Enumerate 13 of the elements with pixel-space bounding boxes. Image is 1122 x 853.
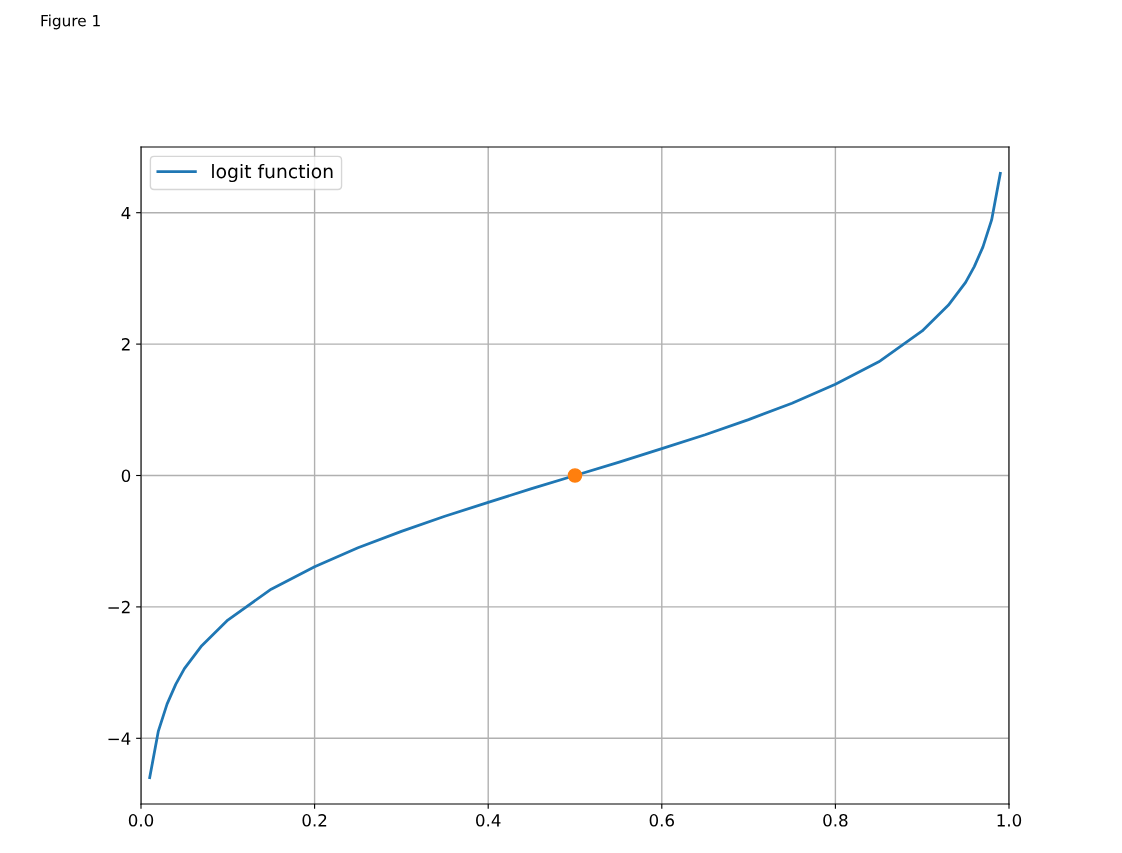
- y-tick-label: 0: [121, 469, 131, 483]
- y-tick-label: 4: [121, 206, 131, 220]
- y-tick-label: 2: [121, 338, 130, 351]
- legend-label: logit function: [212, 163, 333, 183]
- x-tick-label: 0.4: [476, 814, 501, 827]
- x-tick-label: 0.2: [302, 814, 327, 827]
- caption: Figure 1: [41, 14, 100, 30]
- y-tick-label: −2: [108, 600, 130, 614]
- x-tick-label: 0.0: [128, 814, 154, 827]
- x-tick-label: 0.6: [649, 814, 674, 827]
- x-tick-label: 1.0: [997, 814, 1022, 827]
- y-tick-label: −4: [108, 732, 131, 745]
- x-tick-label: 0.8: [823, 814, 848, 827]
